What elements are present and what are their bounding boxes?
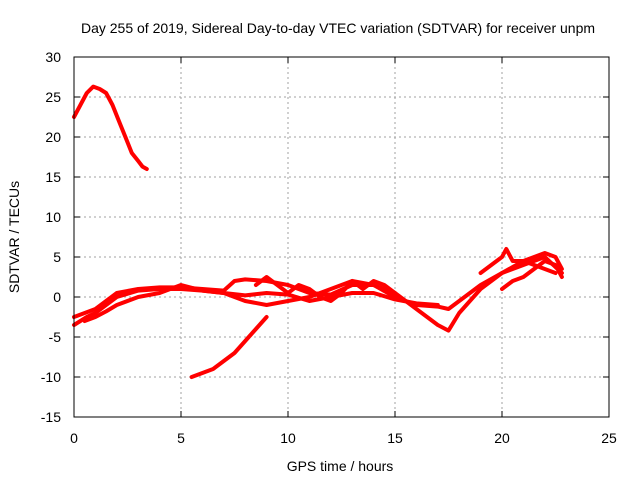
y-tick-label: 20 [45,129,61,145]
x-tick-label: 25 [601,430,617,446]
x-tick-label: 20 [494,430,510,446]
grid [74,57,609,417]
plot-frame [73,56,610,418]
y-tick-label: 25 [45,89,61,105]
chart-title: Day 255 of 2019, Sidereal Day-to-day VTE… [81,20,595,36]
y-tick-label: 30 [45,49,61,65]
series-line-arc-evening-rise [500,259,564,291]
y-axis-label: SDTVAR / TECUs [6,181,22,293]
x-tick-label: 5 [177,430,185,446]
ticks: 0 5 10 15 20 25 -15 -10 -5 0 5 10 15 20 25 30 [41,49,617,446]
y-tick-label: 15 [45,169,61,185]
series-line-arc-morning-rise [189,315,269,379]
y-tick-label: -15 [41,409,61,425]
x-axis-label: GPS time / hours [287,458,394,474]
x-tick-label: 10 [280,430,296,446]
series-line-arc-early-peak [72,84,149,171]
x-tick-label: 0 [70,430,78,446]
series-line-arc-evening-cluster [478,247,558,275]
series-layer [72,84,564,379]
series-line-arc-afternoon-wiggle [253,275,397,303]
x-tick-label: 15 [387,430,403,446]
y-tick-label: 5 [53,249,61,265]
y-tick-label: 0 [53,289,61,305]
series-line-arc-main-3 [82,255,564,333]
y-tick-label: -10 [41,369,61,385]
y-tick-label: -5 [49,329,62,345]
y-tick-label: 10 [45,209,61,225]
